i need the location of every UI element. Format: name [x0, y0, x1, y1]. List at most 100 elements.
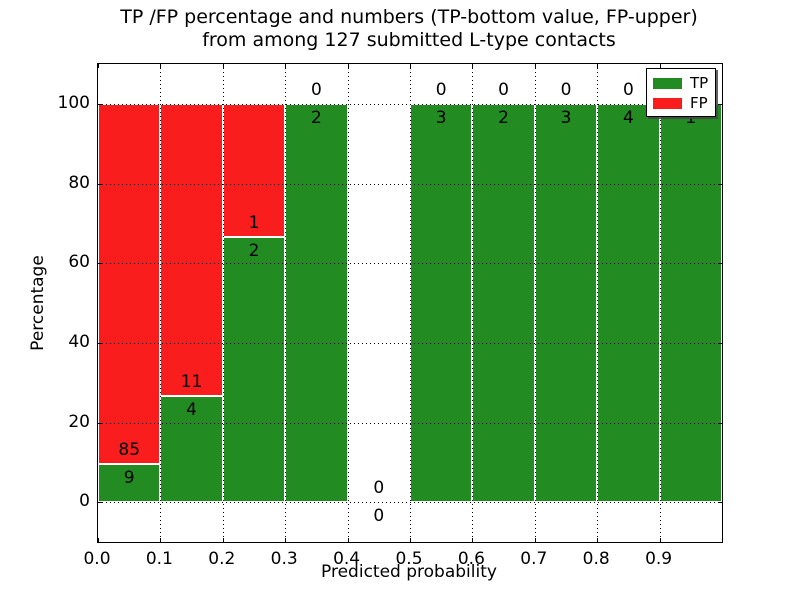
tp-count-label-4: 0 [373, 506, 385, 527]
x-tickmark-top-0.7 [534, 64, 536, 68]
y-tickmark-right-40 [718, 342, 722, 344]
y-tickmark-right-80 [718, 183, 722, 185]
y-tickmark-right-20 [718, 422, 722, 424]
legend-label-fp: FP [690, 94, 708, 112]
x-tick-label-0.8: 0.8 [582, 549, 610, 569]
tp-bar-9 [659, 103, 722, 503]
y-tickmark-left-40 [98, 342, 102, 344]
fp-bar-1 [160, 103, 223, 396]
x-tickmark-bottom-0.6 [472, 538, 474, 542]
gridline-v-0.8 [597, 64, 599, 542]
gridline-v-0.3 [285, 64, 287, 542]
tp-count-label-5: 3 [435, 107, 447, 128]
fp-count-label-2: 1 [248, 212, 260, 233]
legend-item-tp: TP [653, 75, 709, 91]
x-axis-label: Predicted probability [321, 562, 497, 582]
x-tickmark-top-0.9 [659, 64, 661, 68]
y-tick-label-80: 80 [68, 172, 90, 193]
gridline-v-0.2 [222, 64, 224, 542]
fp-bar-0 [98, 103, 161, 465]
tp-bar-6 [472, 103, 535, 503]
x-tickmark-top-0.1 [160, 64, 162, 68]
tp-bar-8 [597, 103, 660, 503]
fp-count-label-8: 0 [622, 79, 634, 100]
gridline-v-0.7 [534, 64, 536, 542]
x-tick-label-0.6: 0.6 [457, 549, 485, 569]
y-tick-label-20: 20 [68, 411, 90, 432]
x-tickmark-top-0.0 [98, 64, 99, 68]
x-tick-label-0.1: 0.1 [145, 549, 173, 569]
x-tick-label-0.0: 0.0 [83, 549, 111, 569]
x-tickmark-bottom-0.3 [285, 538, 287, 542]
x-tickmark-bottom-0.0 [98, 538, 99, 542]
x-tick-label-0.4: 0.4 [333, 549, 361, 569]
x-tick-label-0.3: 0.3 [270, 549, 298, 569]
tp-count-label-0: 9 [123, 468, 135, 489]
gridline-v-0.5 [410, 64, 411, 542]
chart-title-line2: from among 127 submitted L-type contacts [202, 29, 616, 51]
y-tickmark-left-20 [98, 422, 102, 424]
fp-count-label-4: 0 [373, 478, 385, 499]
legend-item-fp: FP [653, 95, 709, 111]
x-tickmark-bottom-0.4 [347, 538, 349, 542]
tp-count-label-8: 4 [622, 107, 634, 128]
y-tickmark-right-100 [718, 103, 722, 105]
x-tickmark-bottom-0.1 [160, 538, 162, 542]
y-axis-label: Percentage [28, 255, 48, 351]
fp-count-label-7: 0 [560, 79, 572, 100]
tp-count-label-7: 3 [560, 107, 572, 128]
plot-area: 8591141202000302030401 TP FP [97, 63, 723, 543]
fp-bar-2 [222, 103, 286, 237]
x-tickmark-bottom-0.9 [659, 538, 661, 542]
fp-count-label-5: 0 [435, 79, 447, 100]
legend-label-tp: TP [690, 74, 709, 92]
tp-bar-7 [534, 103, 598, 503]
x-tick-label-0.9: 0.9 [645, 549, 673, 569]
chart-title: TP /FP percentage and numbers (TP-bottom… [9, 6, 800, 52]
tp-bar-0 [98, 464, 161, 503]
x-tick-label-0.5: 0.5 [395, 549, 423, 569]
tp-count-label-3: 2 [310, 107, 322, 128]
tp-bar-3 [285, 103, 348, 503]
x-tickmark-top-0.6 [472, 64, 474, 68]
y-tickmark-left-60 [98, 263, 102, 265]
x-tickmark-top-0.2 [222, 64, 224, 68]
tp-bar-2 [222, 236, 286, 503]
y-tickmark-left-0 [98, 502, 102, 504]
tp-count-label-6: 2 [498, 107, 509, 128]
fp-count-label-3: 0 [310, 79, 322, 100]
y-tick-label-40: 40 [68, 331, 90, 352]
fp-count-label-1: 11 [180, 371, 203, 392]
fp-color-swatch [653, 97, 682, 109]
y-tickmark-left-80 [98, 183, 102, 185]
gridline-v-0.6 [472, 64, 474, 542]
y-tick-label-100: 100 [57, 92, 90, 113]
gridline-v-0.1 [160, 64, 162, 542]
y-tick-label-60: 60 [68, 252, 90, 273]
y-tickmark-left-100 [98, 103, 102, 105]
y-tick-label-0: 0 [79, 491, 90, 512]
x-tickmark-top-0.5 [410, 64, 411, 68]
tp-count-label-9: 1 [685, 107, 697, 128]
x-tick-label-0.2: 0.2 [208, 549, 236, 569]
tp-count-label-2: 2 [248, 240, 260, 261]
x-tickmark-top-0.8 [597, 64, 599, 68]
gridline-v-0.9 [659, 64, 661, 542]
x-tickmark-top-0.3 [285, 64, 287, 68]
fp-count-label-6: 0 [498, 79, 509, 100]
x-tickmark-bottom-0.2 [222, 538, 224, 542]
y-tickmark-right-60 [718, 263, 722, 265]
x-tickmark-top-0.4 [347, 64, 349, 68]
fp-count-label-0: 85 [118, 440, 141, 461]
tp-color-swatch [653, 77, 682, 89]
x-tickmark-bottom-0.7 [534, 538, 536, 542]
chart-title-line1: TP /FP percentage and numbers (TP-bottom… [120, 6, 698, 28]
tp-bar-5 [410, 103, 473, 503]
x-tickmark-bottom-0.5 [410, 538, 411, 542]
legend: TP FP [646, 68, 716, 117]
gridline-v-0.4 [347, 64, 349, 542]
y-tickmark-right-0 [718, 502, 722, 504]
x-tick-label-0.7: 0.7 [520, 549, 548, 569]
tp-count-label-1: 4 [186, 399, 197, 420]
